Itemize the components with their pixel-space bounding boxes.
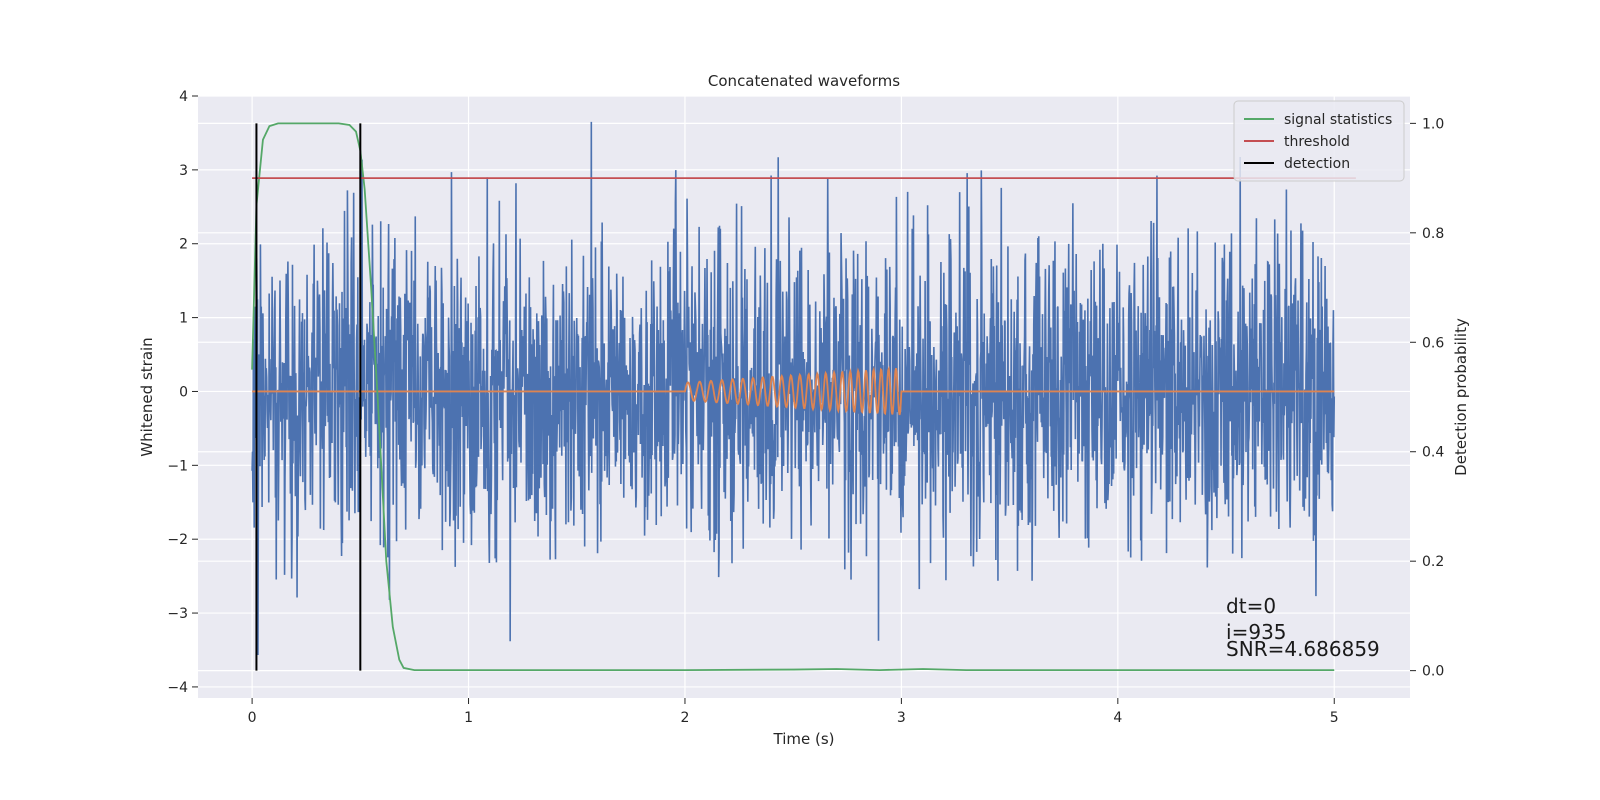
y-tick-label-2: −2 bbox=[167, 532, 188, 548]
y-tick-label-3: −1 bbox=[167, 458, 188, 474]
y-tick-label-8: 4 bbox=[179, 89, 188, 105]
x-axis-label: Time (s) bbox=[773, 730, 835, 748]
y-tick-label-0: −4 bbox=[167, 680, 188, 696]
legend-box bbox=[1233, 100, 1405, 182]
y-tick-label-5: 1 bbox=[179, 311, 188, 327]
y-right-tick-label-1: 0.2 bbox=[1422, 554, 1444, 570]
legend-label-0: signal statistics bbox=[1284, 112, 1392, 128]
series-signal-statistics-line bbox=[251, 122, 1335, 671]
y-right-tick-label-0: 0.0 bbox=[1422, 664, 1444, 680]
chart-title: Concatenated waveforms bbox=[708, 72, 900, 90]
x-tick-label-1: 1 bbox=[464, 710, 473, 726]
left-axis: −4 −3 −2 −1 0 1 2 3 4 bbox=[167, 89, 198, 696]
y-tick-label-4: 0 bbox=[179, 384, 188, 400]
y-tick-label-7: 3 bbox=[179, 163, 188, 179]
y-tick-label-6: 2 bbox=[179, 237, 188, 253]
y-axis-label: Whitened strain bbox=[138, 337, 156, 456]
x-tick-label-4: 4 bbox=[1113, 710, 1122, 726]
series-chirp-line bbox=[252, 365, 1335, 416]
annotation-1: i=935 bbox=[1226, 620, 1287, 644]
x-tick-label-3: 3 bbox=[897, 710, 906, 726]
legend-label-1: threshold bbox=[1284, 134, 1350, 150]
series-layer bbox=[251, 121, 1356, 671]
legend-label-2: detection bbox=[1284, 156, 1350, 172]
x-tick-label-2: 2 bbox=[681, 710, 690, 726]
right-axis: 0.0 0.2 0.4 0.6 0.8 1.0 bbox=[1410, 116, 1444, 680]
legend: signal statistics threshold detection bbox=[1233, 100, 1405, 182]
x-tick-label-5: 5 bbox=[1330, 710, 1339, 726]
y-right-tick-label-3: 0.6 bbox=[1422, 335, 1444, 351]
y-right-tick-label-2: 0.4 bbox=[1422, 445, 1444, 461]
series-noise-line bbox=[251, 121, 1336, 656]
bottom-axis: 0 1 2 3 4 5 bbox=[248, 698, 1339, 726]
y-tick-label-1: −3 bbox=[167, 606, 188, 622]
annotation-2: SNR=4.686859 bbox=[1226, 637, 1380, 661]
y-right-tick-label-4: 0.8 bbox=[1422, 226, 1444, 242]
y-axis-right-label: Detection probability bbox=[1452, 318, 1470, 476]
x-tick-label-0: 0 bbox=[248, 710, 257, 726]
y-right-tick-label-5: 1.0 bbox=[1422, 116, 1444, 132]
annotation-0: dt=0 bbox=[1226, 594, 1276, 618]
